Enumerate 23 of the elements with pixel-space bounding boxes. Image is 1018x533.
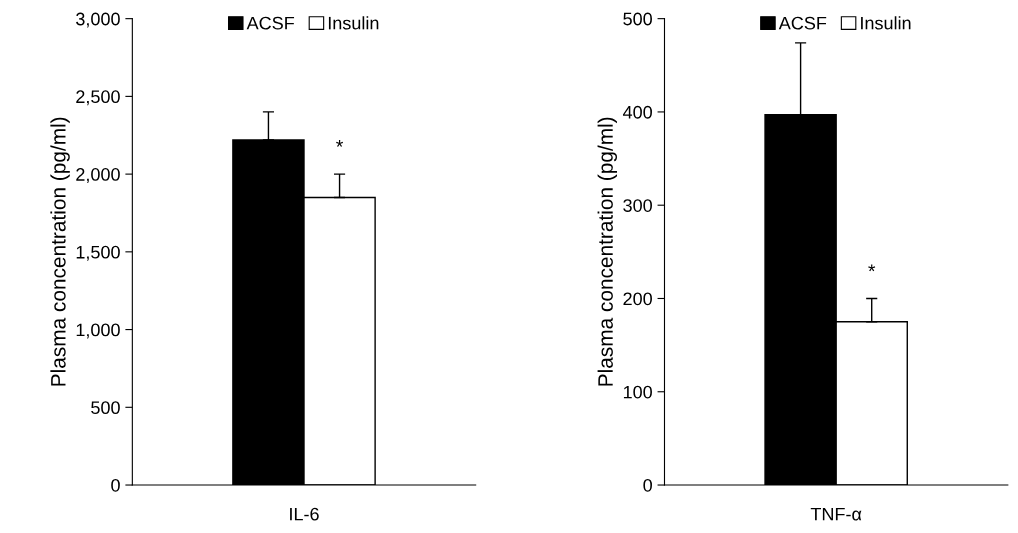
y-tick-label: 0 <box>111 478 120 492</box>
y-tick-label: 3,000 <box>76 12 120 28</box>
y-tick-label: 200 <box>623 292 652 306</box>
y-tick-label: 500 <box>623 12 652 26</box>
y-tick-label: 400 <box>622 105 652 119</box>
x-tick-label: TNF-α <box>810 507 862 521</box>
y-tick-label: 1,500 <box>76 245 120 261</box>
y-tick-label: 2,500 <box>76 90 120 106</box>
legend-label: ACSF <box>778 16 827 30</box>
y-tick-label: 1,000 <box>76 323 120 339</box>
y-axis-title: Plasma concentration (pg/ml) <box>597 117 618 386</box>
annotation: * <box>868 264 876 272</box>
y-tick-label: 0 <box>643 478 652 492</box>
x-tick-label: IL-6 <box>290 507 319 521</box>
legend-label: ACSF <box>246 16 295 30</box>
annotation: * <box>336 140 344 147</box>
y-tick-label: 100 <box>623 385 652 399</box>
y-tick-label: 500 <box>91 401 120 415</box>
y-tick-label: 300 <box>623 199 652 212</box>
legend-label: Insulin <box>861 16 911 30</box>
y-tick-label: 2,000 <box>76 168 120 183</box>
legend-label: Insulin <box>328 16 379 30</box>
y-axis-title: Plasma concentration (pg/ml) <box>50 117 70 386</box>
